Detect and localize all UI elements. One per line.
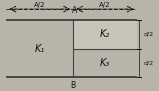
Text: K₃: K₃ [100,58,110,68]
Text: A/2: A/2 [99,2,111,8]
Text: B: B [71,81,76,90]
Text: d/2: d/2 [144,61,154,66]
Text: A/2: A/2 [34,2,45,8]
Text: d/2: d/2 [144,32,154,37]
Bar [73,20,137,49]
Text: K₂: K₂ [100,29,110,39]
Text: A: A [72,6,77,15]
Text: K₁: K₁ [35,44,45,54]
